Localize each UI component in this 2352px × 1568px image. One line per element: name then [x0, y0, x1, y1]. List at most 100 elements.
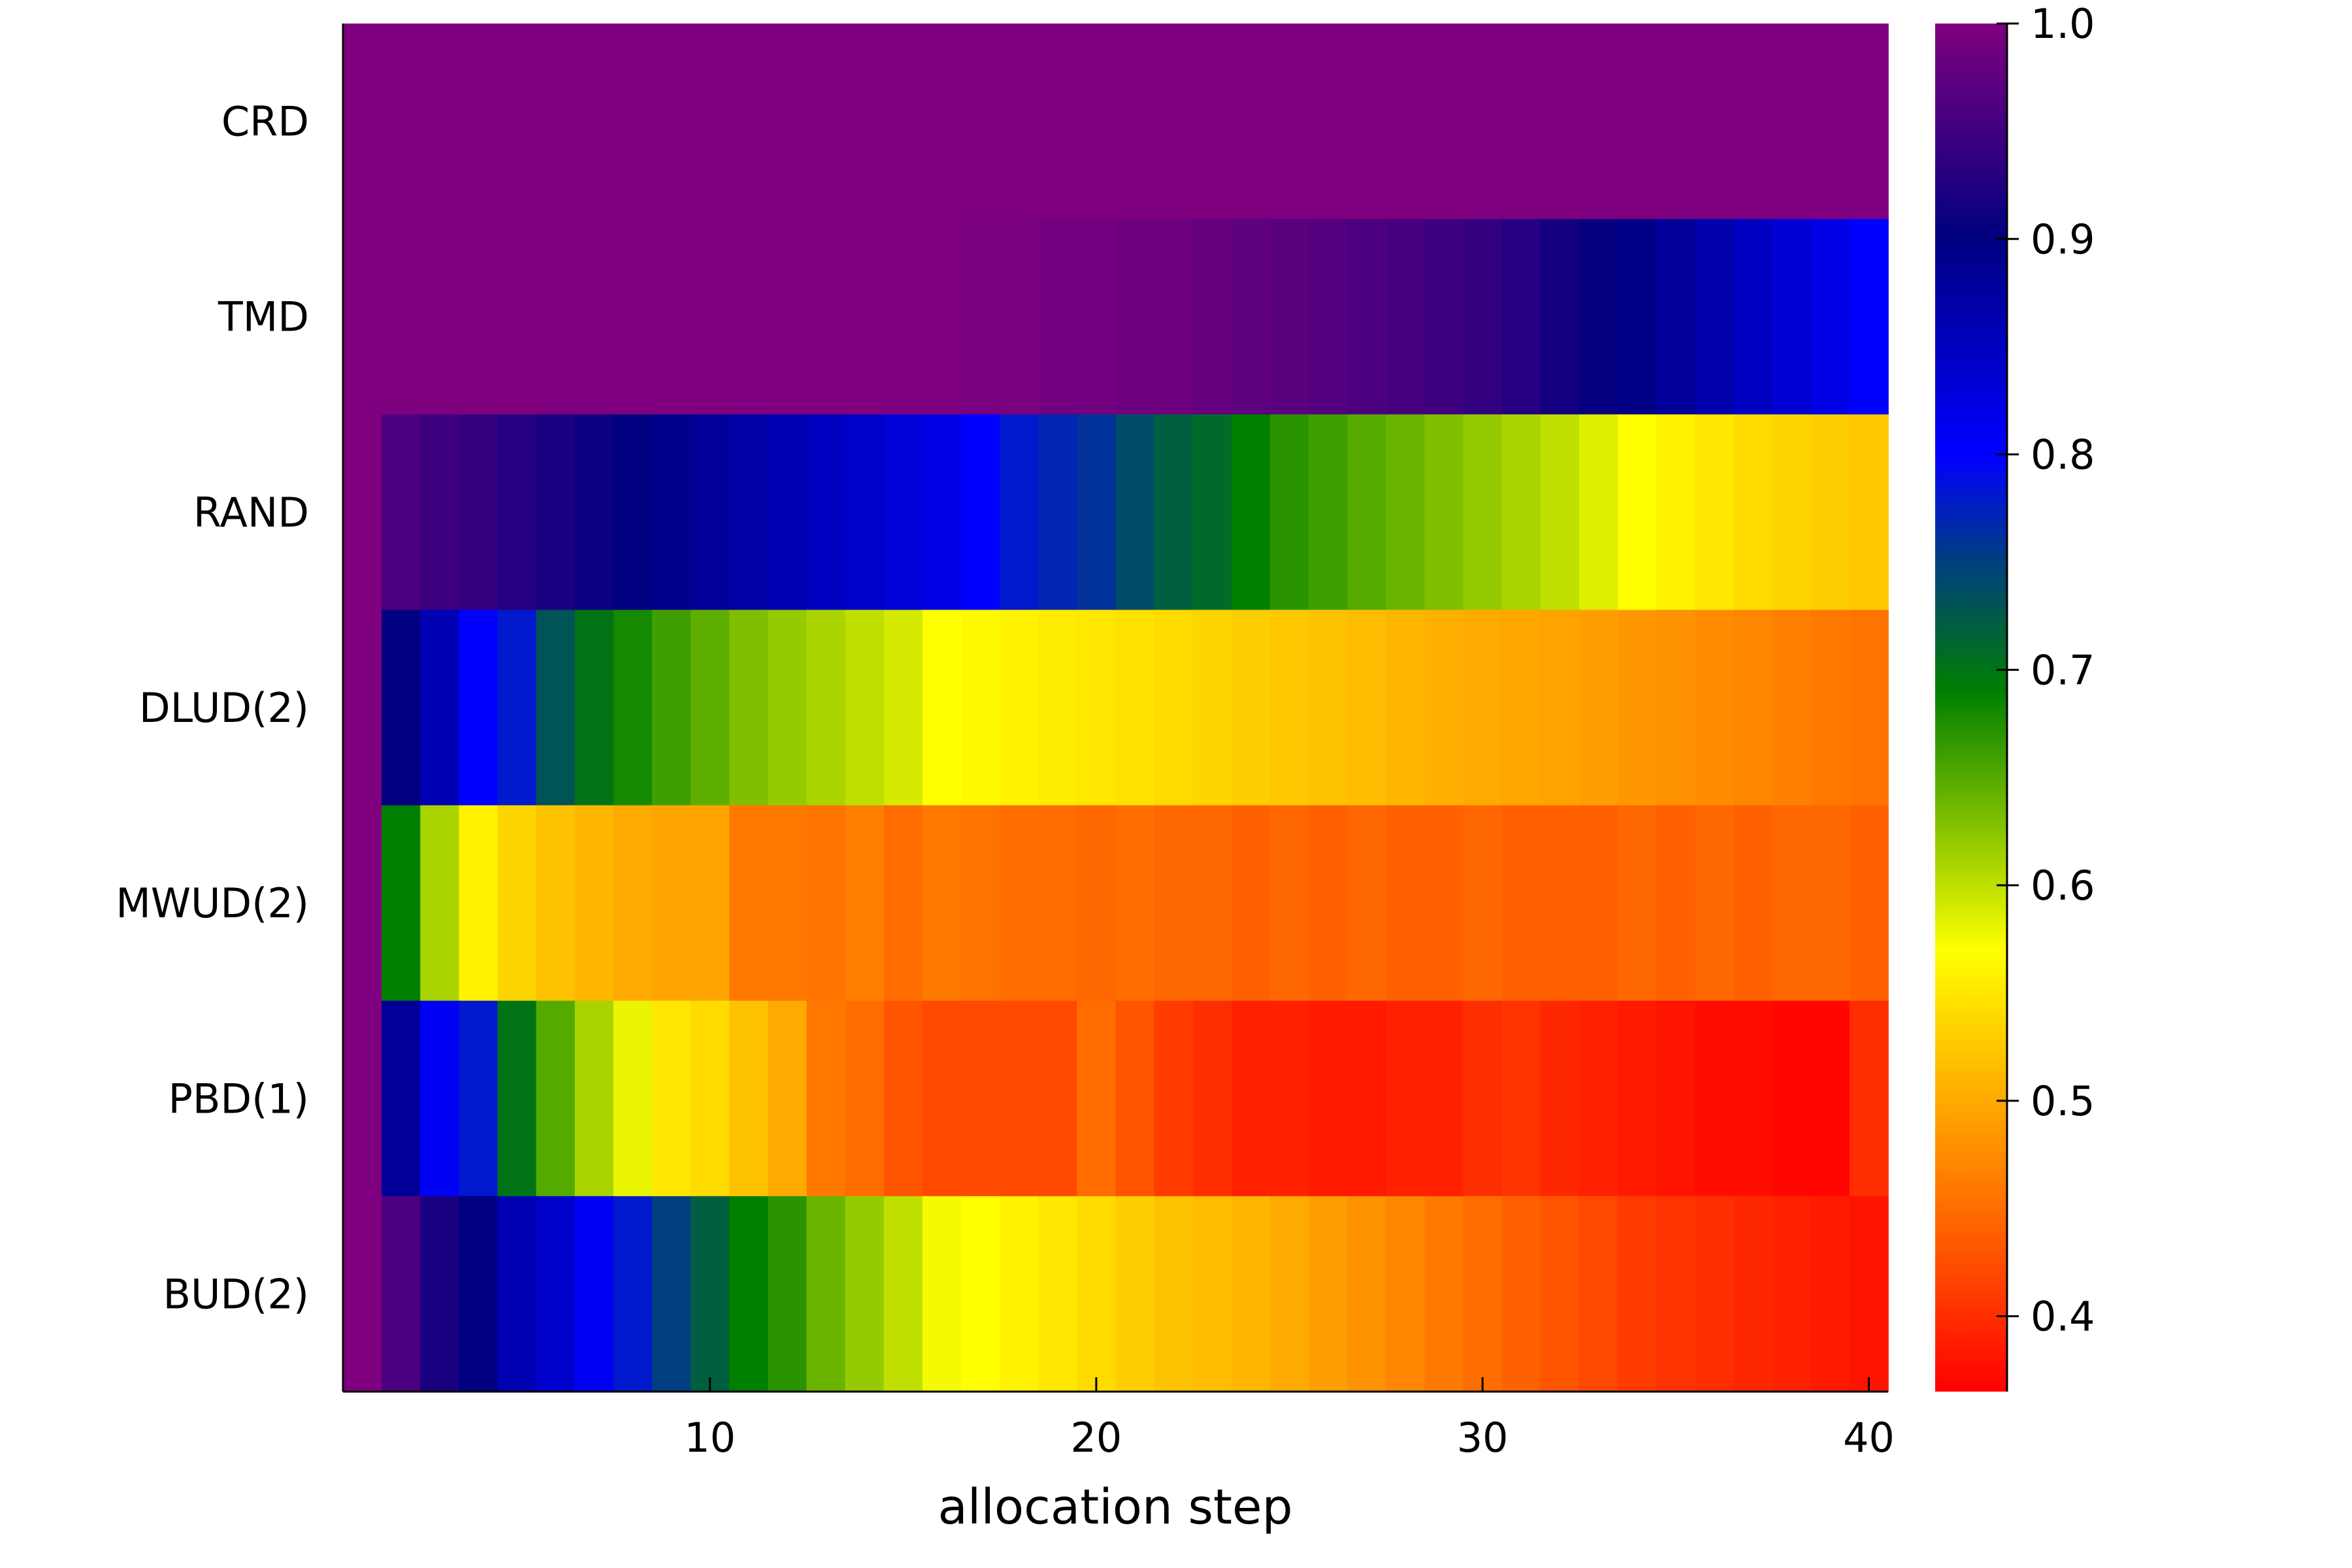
heatmap-cell [343, 805, 382, 1002]
heatmap-cell [845, 219, 885, 416]
heatmap-cell [1501, 414, 1541, 611]
heatmap-cell [536, 219, 576, 416]
heatmap-cell [845, 414, 885, 611]
heatmap-cell [420, 610, 460, 806]
heatmap-cell [1038, 805, 1078, 1002]
colorbar: 1.0 0.9 0.8 0.7 0.6 0.5 0.4 [1935, 0, 2095, 1392]
heatmap-cell [1618, 1196, 1658, 1392]
heatmap-cell [922, 1196, 962, 1392]
heatmap-cell [343, 219, 382, 416]
heatmap-cell [1192, 1000, 1232, 1197]
heatmap-cell [1154, 414, 1194, 611]
heatmap-cell [1386, 1196, 1426, 1392]
heatmap-cell [652, 1000, 691, 1197]
heatmap-cell [1579, 1000, 1618, 1197]
heatmap-cell [729, 610, 769, 806]
heatmap-cell [845, 1000, 885, 1197]
heatmap-cell [613, 219, 653, 416]
heatmap-cell [1000, 610, 1039, 806]
heatmap-cell [1038, 610, 1078, 806]
heatmap-cell [1154, 219, 1194, 416]
heatmap-cell [1192, 24, 1232, 220]
heatmap-cell [1463, 414, 1503, 611]
heatmap-cell [768, 24, 808, 220]
heatmap-cell [574, 219, 614, 416]
heatmap-cell [1618, 24, 1658, 220]
heatmap-cell [1579, 610, 1618, 806]
heatmap-cell [1772, 24, 1812, 220]
heatmap-cell [1810, 805, 1850, 1002]
heatmap-cell [806, 805, 846, 1002]
heatmap-cell [961, 414, 1000, 611]
colorbar-tick-label: 0.7 [2031, 646, 2095, 694]
y-tick-label: CRD [221, 98, 309, 146]
heatmap-cell [729, 414, 769, 611]
heatmap-cell [536, 805, 576, 1002]
heatmap-cell [1154, 24, 1194, 220]
heatmap-cell [1386, 1000, 1426, 1197]
heatmap-cell [420, 24, 460, 220]
heatmap-cell [1270, 219, 1309, 416]
heatmap-cell [343, 1196, 382, 1392]
heatmap-cell [1347, 414, 1387, 611]
heatmap-cell [1231, 1000, 1271, 1197]
heatmap-cell [497, 219, 537, 416]
heatmap-cell [343, 610, 382, 806]
heatmap-cell [382, 219, 421, 416]
heatmap-cell [883, 1196, 923, 1392]
heatmap-cell [536, 24, 576, 220]
heatmap-cell [1347, 219, 1387, 416]
heatmap-cell [961, 610, 1000, 806]
colorbar-tick-label: 1.0 [2031, 0, 2095, 48]
heatmap-cell [1849, 219, 1889, 416]
heatmap-cell [613, 1196, 653, 1392]
heatmap-cell [536, 610, 576, 806]
heatmap-cell [420, 1000, 460, 1197]
heatmap-cell [922, 414, 962, 611]
heatmap-cell [1733, 24, 1773, 220]
heatmap-cell [1695, 1000, 1735, 1197]
heatmap-cell [1115, 610, 1155, 806]
heatmap-cell [459, 610, 498, 806]
heatmap-cell [1309, 805, 1348, 1002]
heatmap-cell [1270, 414, 1309, 611]
heatmap-cell [1810, 610, 1850, 806]
heatmap-cell [806, 1000, 846, 1197]
heatmap-cell [459, 24, 498, 220]
heatmap-cell [497, 1196, 537, 1392]
heatmap-cell [1077, 219, 1117, 416]
heatmap-cell [420, 414, 460, 611]
heatmap-cell [922, 610, 962, 806]
heatmap-cell [1231, 805, 1271, 1002]
heatmap-cell [845, 24, 885, 220]
heatmap-cell [382, 1000, 421, 1197]
heatmap-cell [883, 414, 923, 611]
heatmap-cell [1154, 1000, 1194, 1197]
heatmap-cell [1733, 414, 1773, 611]
heatmap-cell [497, 24, 537, 220]
heatmap-cell [459, 219, 498, 416]
heatmap-cell [1733, 219, 1773, 416]
heatmap-cell [382, 1196, 421, 1392]
heatmap-cell [1810, 1196, 1850, 1392]
heatmap-cell [1540, 414, 1580, 611]
heatmap-cell [1463, 1000, 1503, 1197]
heatmap-cell [1115, 24, 1155, 220]
heatmap-cell [497, 610, 537, 806]
heatmap-cell [1695, 219, 1735, 416]
heatmap-cell [574, 610, 614, 806]
heatmap-cell [1000, 1196, 1039, 1392]
heatmap-cell [420, 1196, 460, 1392]
heatmap-cell [729, 219, 769, 416]
heatmap-cell [806, 1196, 846, 1392]
heatmap-cell [1656, 24, 1696, 220]
heatmap-cell [961, 805, 1000, 1002]
heatmap-cell [652, 1196, 691, 1392]
heatmap-cell [574, 805, 614, 1002]
heatmap-cell [768, 1000, 808, 1197]
heatmap-cell [536, 1000, 576, 1197]
heatmap-cell [806, 610, 846, 806]
heatmap-cell [1077, 610, 1117, 806]
x-tick-label: 40 [1843, 1414, 1895, 1462]
